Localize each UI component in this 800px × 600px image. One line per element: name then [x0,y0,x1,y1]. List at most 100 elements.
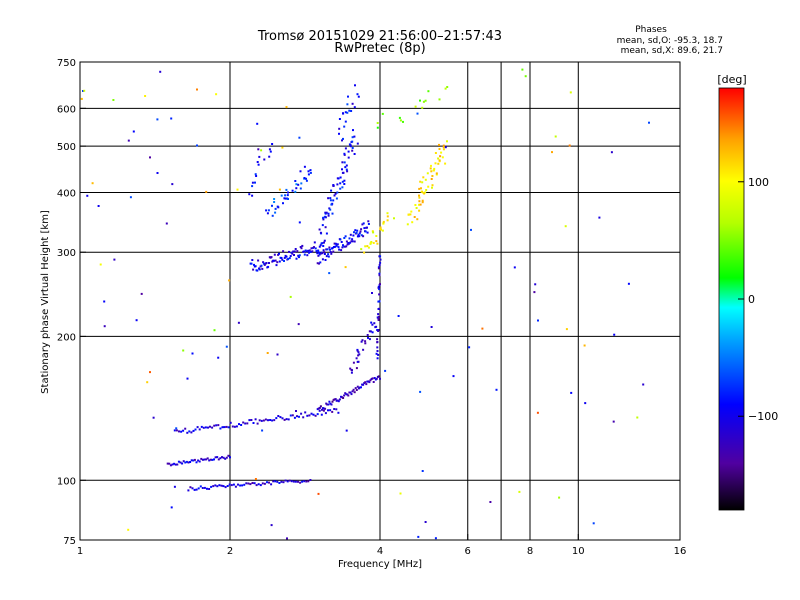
data-point [348,391,351,394]
data-point [366,334,369,336]
data-point [296,415,298,418]
data-point [323,241,325,244]
data-point [331,410,334,413]
data-point [329,402,332,405]
scatter-points [80,68,650,540]
data-point [335,408,338,411]
data-point [333,398,336,401]
data-point [213,424,216,427]
data-point [273,259,275,262]
data-point [230,484,233,487]
data-point [301,244,304,247]
data-point [165,222,168,225]
data-point [196,144,198,147]
data-point [322,218,325,221]
data-point [307,170,310,173]
data-point [316,252,319,255]
data-point [329,208,332,211]
data-point [182,460,185,463]
data-point [332,250,335,253]
data-point [311,250,314,253]
data-point [293,250,296,253]
data-point [340,241,343,243]
data-point [177,460,180,463]
data-point [274,259,277,262]
data-point [280,194,283,197]
data-point [254,418,257,421]
colorbar-tick-label: 100 [748,176,769,189]
data-point [257,163,260,166]
data-point [393,217,395,220]
data-point [307,249,310,252]
data-point [341,139,343,142]
data-point [418,200,421,203]
data-point [369,379,372,382]
data-point [244,422,247,425]
data-point [613,333,616,336]
data-point [289,414,292,417]
data-point [308,249,311,252]
data-point [262,419,265,422]
y-tick-label: 600 [57,104,76,115]
data-point [425,189,428,191]
data-point [257,259,260,262]
data-point [452,375,455,378]
data-point [368,381,371,384]
data-point [196,426,199,429]
data-point [140,292,143,295]
data-point [446,140,448,143]
data-point [355,231,358,234]
x-tick-label: 10 [572,546,585,557]
data-point [325,211,328,214]
data-point [343,125,346,128]
data-point [295,410,297,412]
data-point [362,235,365,238]
data-point [294,190,297,193]
data-point [189,461,192,463]
data-point [410,210,413,213]
data-point [372,242,375,244]
data-point [386,215,389,218]
data-point [329,409,332,412]
data-point [373,377,376,379]
data-point [377,308,380,310]
data-point [442,146,445,149]
data-point [360,386,362,389]
data-point [357,387,360,390]
data-point [415,207,418,209]
data-point [309,251,312,253]
data-point [327,214,330,217]
data-point [379,255,382,258]
data-point [336,243,339,246]
data-point [399,119,402,122]
data-point [216,485,219,488]
data-point [201,487,204,489]
data-point [309,479,312,481]
data-point [261,429,264,432]
data-point [438,159,441,162]
data-point [190,431,193,434]
data-point [343,245,346,248]
data-point [275,264,278,267]
data-point [339,176,342,179]
data-point [334,242,337,245]
data-point [421,201,424,204]
data-point [344,147,347,150]
data-point [344,111,347,114]
data-point [380,228,382,231]
data-point [339,187,342,190]
data-point [297,183,300,186]
data-point [379,258,382,261]
data-point [342,245,345,248]
data-point [378,288,381,291]
data-point [357,95,360,98]
data-point [254,173,257,176]
data-point [349,367,352,370]
phases-x-stats: mean, sd,X: 89.6, 21.7 [621,46,723,56]
data-point [303,177,306,179]
data-point [221,426,224,429]
data-point [295,183,298,186]
data-point [366,380,369,383]
data-point [289,255,292,257]
data-point [372,381,375,383]
